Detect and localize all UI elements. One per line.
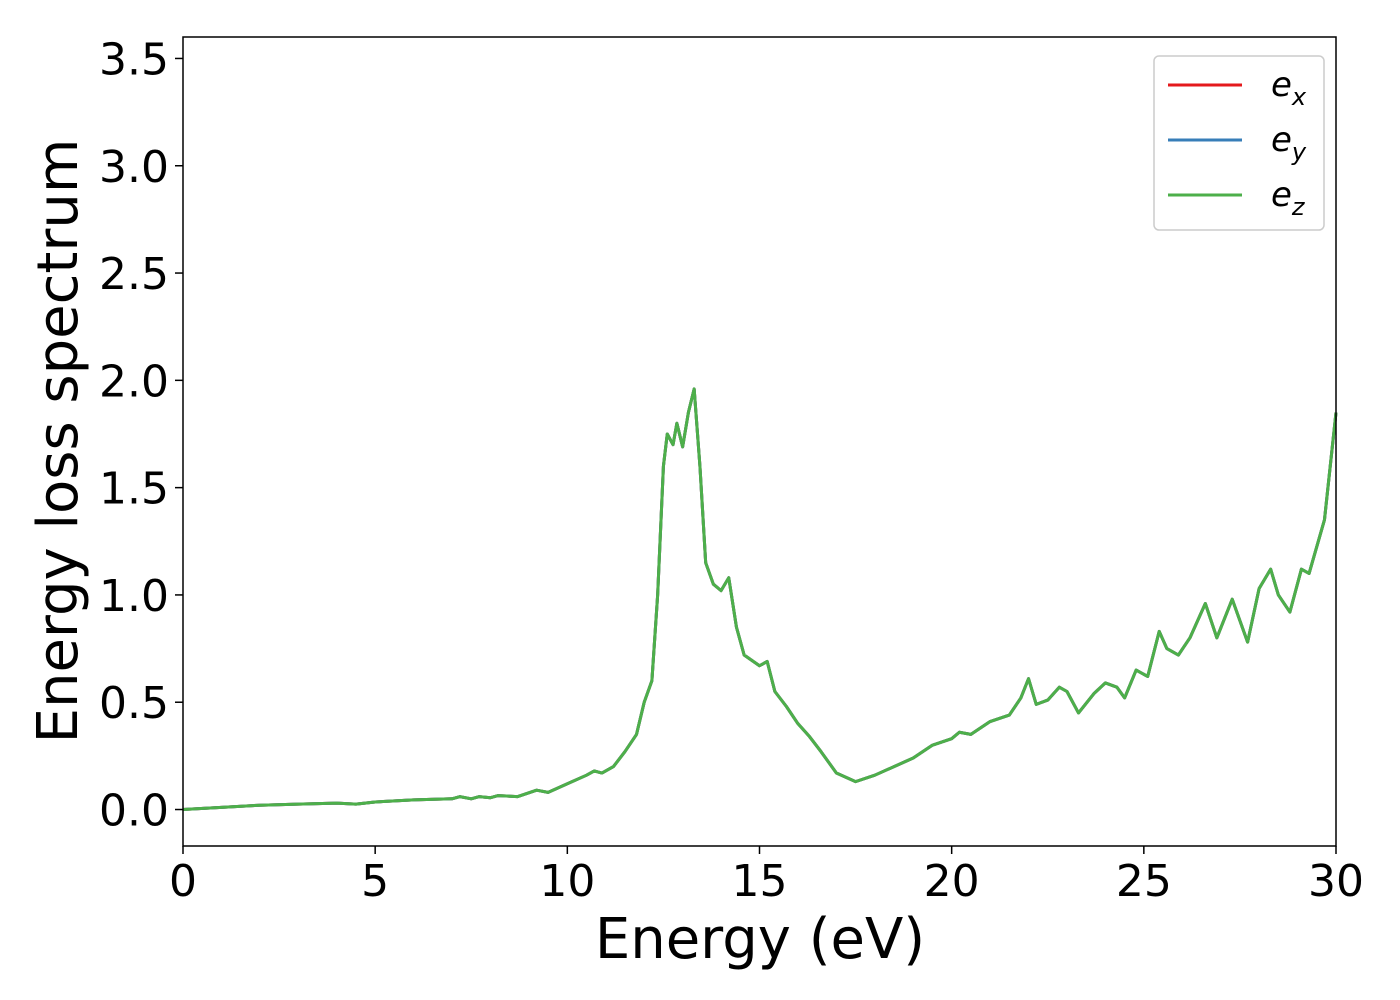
- y-tick-label: 1.0: [99, 571, 169, 622]
- x-tick-label: 25: [1116, 856, 1172, 907]
- legend-box: [1153, 55, 1325, 231]
- x-tick-label: 10: [539, 856, 595, 907]
- y-tick-label: 2.5: [99, 249, 169, 300]
- series-line: [182, 387, 1338, 812]
- y-tick-label: 2.0: [99, 356, 169, 407]
- x-tick-label: 30: [1308, 856, 1364, 907]
- x-tick-label: 20: [924, 856, 980, 907]
- x-tick-label: 15: [732, 856, 788, 907]
- legend-label: ez: [1271, 175, 1306, 221]
- y-tick-label: 3.5: [99, 34, 169, 85]
- plot-frame: [182, 36, 1337, 847]
- legend-label: ex: [1271, 65, 1307, 111]
- y-tick-label: 0.0: [99, 786, 169, 837]
- series-line: [182, 387, 1338, 812]
- y-tick-label: 0.5: [99, 678, 169, 729]
- y-axis-label: Energy loss spectrum: [26, 139, 91, 744]
- x-tick-label: 0: [169, 856, 197, 907]
- series-line: [182, 387, 1338, 812]
- x-tick-label: 5: [361, 856, 389, 907]
- legend-label: ey: [1271, 120, 1307, 166]
- y-tick-label: 1.5: [99, 464, 169, 515]
- y-tick-label: 3.0: [99, 142, 169, 193]
- x-axis-label: Energy (eV): [595, 907, 925, 972]
